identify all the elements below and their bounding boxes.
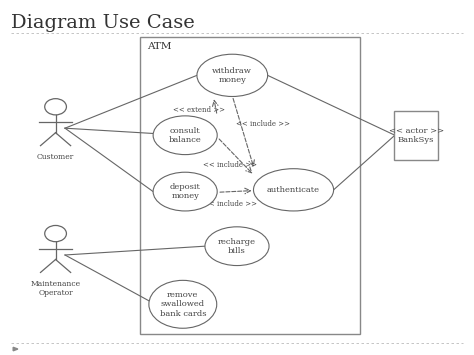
Ellipse shape xyxy=(153,116,217,155)
Text: authenticate: authenticate xyxy=(267,186,320,194)
Text: consult
balance: consult balance xyxy=(169,127,201,144)
FancyBboxPatch shape xyxy=(394,110,438,160)
Ellipse shape xyxy=(153,172,217,211)
Ellipse shape xyxy=(205,227,269,266)
Text: << include >>: << include >> xyxy=(203,161,257,169)
Text: deposit
money: deposit money xyxy=(170,183,201,200)
Ellipse shape xyxy=(197,54,268,97)
Text: Customer: Customer xyxy=(37,153,74,161)
Ellipse shape xyxy=(254,169,334,211)
Text: << include >>: << include >> xyxy=(236,120,290,129)
Ellipse shape xyxy=(149,280,217,328)
Text: << actor >>
BankSys: << actor >> BankSys xyxy=(389,127,444,144)
Text: Diagram Use Case: Diagram Use Case xyxy=(11,14,194,32)
Text: << include >>: << include >> xyxy=(203,200,257,208)
Text: remove
swallowed
bank cards: remove swallowed bank cards xyxy=(160,291,206,317)
FancyBboxPatch shape xyxy=(140,37,359,334)
Text: Maintenance
Operator: Maintenance Operator xyxy=(30,280,81,297)
Text: withdraw
money: withdraw money xyxy=(212,67,252,84)
Text: ATM: ATM xyxy=(147,42,172,51)
Text: recharge
bills: recharge bills xyxy=(218,237,256,255)
Polygon shape xyxy=(13,347,18,351)
Text: << extend >>: << extend >> xyxy=(173,106,225,114)
